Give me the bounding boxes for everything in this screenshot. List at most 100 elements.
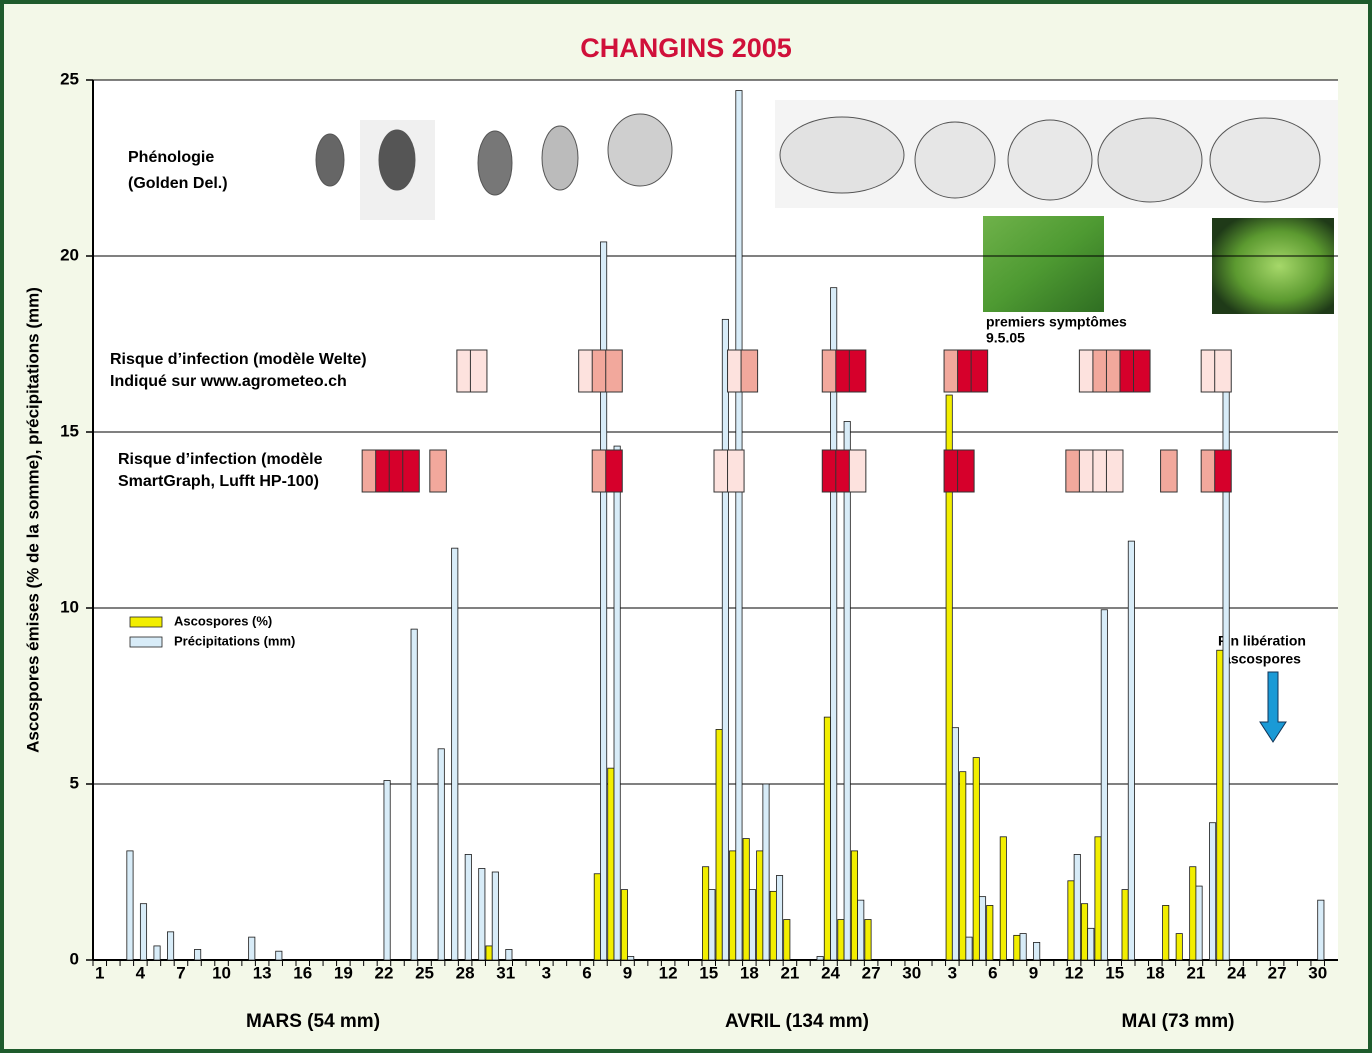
legend-swatch — [130, 637, 162, 647]
bar — [844, 421, 850, 960]
x-tick-label: 18 — [1146, 963, 1165, 982]
x-tick-label: 9 — [1029, 963, 1038, 982]
x-tick-label: 4 — [136, 963, 146, 982]
x-tick-label: 25 — [415, 963, 434, 982]
x-tick-label: 24 — [821, 963, 840, 982]
risk-box — [403, 450, 420, 492]
x-tick-label: 3 — [542, 963, 551, 982]
x-tick-label: 28 — [456, 963, 475, 982]
chart-title: CHANGINS 2005 — [580, 33, 792, 63]
x-tick-label: 6 — [988, 963, 997, 982]
risk-box — [849, 450, 866, 492]
x-tick-label: 21 — [780, 963, 799, 982]
x-tick-label: 22 — [374, 963, 393, 982]
y-tick-label: 5 — [70, 773, 79, 792]
bar — [784, 920, 790, 960]
x-tick-label: 15 — [699, 963, 718, 982]
x-tick-label: 21 — [1186, 963, 1205, 982]
risk-box — [971, 350, 988, 392]
bar — [851, 851, 857, 960]
bar — [709, 890, 715, 960]
risk-label: Indiqué sur www.agrometeo.ch — [110, 373, 347, 390]
bar — [838, 920, 844, 960]
bar — [140, 904, 146, 960]
bar — [1176, 934, 1182, 960]
x-tick-label: 31 — [496, 963, 515, 982]
x-tick-label: 27 — [862, 963, 881, 982]
bud — [478, 131, 512, 195]
bar — [621, 890, 627, 960]
bar — [1014, 935, 1020, 960]
bud — [608, 114, 672, 186]
month-label: MAI (73 mm) — [1122, 1011, 1235, 1032]
leaf-photo — [983, 216, 1104, 312]
bar — [1318, 900, 1324, 960]
bar — [1122, 890, 1128, 960]
bar — [492, 872, 498, 960]
x-tick-label: 12 — [1065, 963, 1084, 982]
y-tick-label: 0 — [70, 949, 79, 968]
chart: CHANGINS 2005 Ascospores émises (% de la… — [0, 0, 1372, 1053]
flower — [1008, 120, 1092, 200]
bar — [167, 932, 173, 960]
bar — [1068, 881, 1074, 960]
bud — [316, 134, 344, 186]
bar — [1217, 650, 1223, 960]
bar — [743, 839, 749, 960]
x-tick-label: 3 — [948, 963, 957, 982]
legend-swatch — [130, 617, 162, 627]
bar — [763, 784, 769, 960]
bar — [1000, 837, 1006, 960]
bar — [1034, 942, 1040, 960]
symptoms-label: premiers symptômes — [986, 314, 1127, 330]
flower — [780, 117, 904, 193]
month-label: MARS (54 mm) — [246, 1011, 380, 1032]
leaf-photo — [1212, 218, 1334, 314]
x-tick-label: 1 — [95, 963, 104, 982]
risk-box — [1106, 450, 1123, 492]
bar — [749, 890, 755, 960]
y-tick-label: 20 — [60, 245, 79, 264]
x-tick-label: 24 — [1227, 963, 1246, 982]
x-tick-label: 19 — [334, 963, 353, 982]
bar — [979, 897, 985, 960]
bar — [608, 768, 614, 960]
x-tick-label: 13 — [253, 963, 272, 982]
flower — [1098, 118, 1202, 202]
risk-box — [741, 350, 758, 392]
x-tick-label: 10 — [212, 963, 231, 982]
risk-box — [728, 450, 745, 492]
bar — [506, 949, 512, 960]
bar — [1095, 837, 1101, 960]
legend-label: Ascospores (%) — [174, 613, 272, 628]
bar — [722, 319, 728, 960]
bar — [594, 874, 600, 960]
bar — [858, 900, 864, 960]
phenology-label: Phénologie — [128, 149, 214, 166]
bar — [628, 956, 634, 960]
bar — [1020, 934, 1026, 960]
bar — [973, 758, 979, 960]
bar — [1209, 823, 1215, 960]
bar — [1190, 867, 1196, 960]
bar — [465, 854, 471, 960]
bar — [702, 867, 708, 960]
bar — [987, 905, 993, 960]
risk-box — [1215, 450, 1232, 492]
bar — [276, 951, 282, 960]
x-tick-label: 30 — [902, 963, 921, 982]
x-tick-label: 15 — [1105, 963, 1124, 982]
risk-box — [1215, 350, 1232, 392]
x-tick-label: 6 — [582, 963, 591, 982]
bar — [817, 956, 823, 960]
y-tick-label: 15 — [60, 421, 79, 440]
risk-label: SmartGraph, Lufft HP-100) — [118, 473, 319, 490]
month-label: AVRIL (134 mm) — [725, 1011, 869, 1032]
bar — [614, 446, 620, 960]
bar — [1074, 854, 1080, 960]
bar — [865, 920, 871, 960]
x-tick-label: 27 — [1268, 963, 1287, 982]
flower — [915, 122, 995, 198]
legend-label: Précipitations (mm) — [174, 633, 295, 648]
bar — [486, 946, 492, 960]
